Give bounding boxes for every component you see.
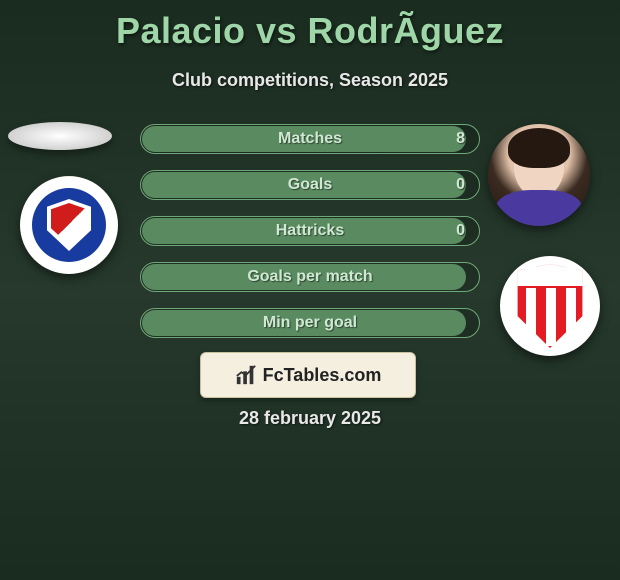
stat-label: Goals per match <box>247 268 372 286</box>
team-right-badge: I.A.C.C <box>500 256 600 356</box>
page-title: Palacio vs RodrÃ­guez <box>0 0 620 52</box>
team-left-badge: ★ ★ ★ ★ ★ <box>20 176 118 274</box>
stat-row-matches: Matches 8 <box>140 124 480 154</box>
stat-value-right: 0 <box>456 222 465 240</box>
subtitle: Club competitions, Season 2025 <box>0 70 620 91</box>
source-logo: FcTables.com <box>200 352 416 398</box>
stat-value-right: 8 <box>456 130 465 148</box>
stat-label: Matches <box>278 130 342 148</box>
stat-row-min-per-goal: Min per goal <box>140 308 480 338</box>
barchart-icon <box>235 364 257 386</box>
stat-label: Goals <box>288 176 332 194</box>
stat-value-right: 0 <box>456 176 465 194</box>
player-left-avatar <box>8 122 112 150</box>
stat-label: Hattricks <box>276 222 344 240</box>
stats-container: Matches 8 Goals 0 Hattricks 0 Goals per … <box>140 124 480 354</box>
player-right-avatar <box>488 124 590 226</box>
date-text: 28 february 2025 <box>0 408 620 429</box>
stat-row-goals-per-match: Goals per match <box>140 262 480 292</box>
stat-label: Min per goal <box>263 314 357 332</box>
stat-row-goals: Goals 0 <box>140 170 480 200</box>
stat-row-hattricks: Hattricks 0 <box>140 216 480 246</box>
source-logo-text: FcTables.com <box>263 365 382 386</box>
